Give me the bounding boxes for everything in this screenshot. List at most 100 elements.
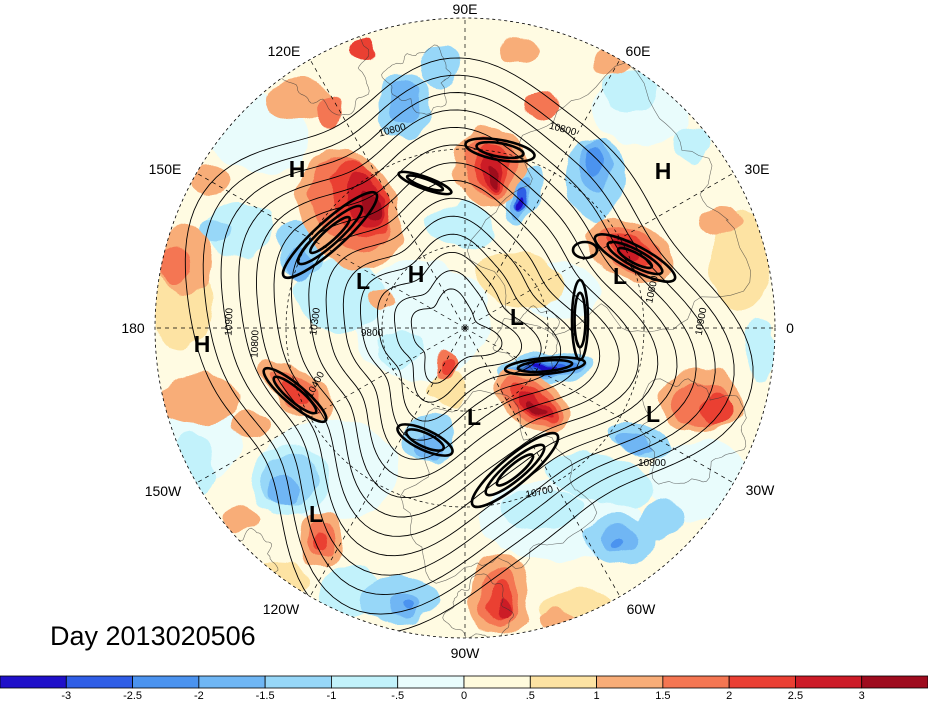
meridian-gridline bbox=[464, 59, 621, 329]
anomaly-region bbox=[528, 401, 546, 415]
pressure-center-labels: H H L H L L H L L L bbox=[194, 156, 672, 527]
anomaly-region bbox=[222, 504, 258, 536]
coastline bbox=[442, 573, 514, 638]
anomaly-region bbox=[495, 600, 509, 624]
colorbar-tick-label: 2 bbox=[726, 690, 732, 702]
longitude-label: 60W bbox=[627, 601, 657, 617]
longitude-label: 30E bbox=[745, 161, 770, 177]
height-contours bbox=[184, 57, 754, 635]
anomaly-region bbox=[403, 600, 417, 612]
wind-speed-contour bbox=[606, 240, 664, 276]
colorbar-swatch bbox=[861, 675, 928, 689]
anomaly-region bbox=[533, 365, 557, 371]
height-contour bbox=[325, 197, 601, 479]
meridian-gridline bbox=[196, 172, 466, 329]
anomaly-region bbox=[162, 245, 188, 285]
colorbar-swatch bbox=[0, 675, 67, 689]
anomaly-region bbox=[270, 475, 300, 505]
longitude-label: 120E bbox=[268, 43, 301, 59]
anomaly-region bbox=[500, 36, 540, 64]
wind-speed-contour bbox=[405, 174, 445, 192]
low-pressure-label: L bbox=[510, 304, 524, 330]
high-pressure-label: H bbox=[408, 261, 425, 287]
anomaly-region bbox=[375, 330, 425, 370]
high-pressure-label: H bbox=[194, 331, 211, 357]
anomaly-region bbox=[602, 526, 638, 554]
wind-speed-contour bbox=[571, 240, 599, 260]
longitude-label: 120W bbox=[263, 601, 300, 617]
colorbar-swatch bbox=[596, 675, 664, 689]
coastline bbox=[639, 378, 747, 485]
longitude-label: 150E bbox=[149, 161, 182, 177]
map-title: Day 2013020506 bbox=[50, 621, 256, 651]
height-contour bbox=[184, 57, 754, 635]
colorbar-tick-label: -2.5 bbox=[123, 690, 142, 702]
anomaly-region bbox=[250, 560, 310, 600]
wind-speed-contour bbox=[573, 291, 587, 349]
anomaly-region bbox=[545, 453, 655, 507]
anomaly-region bbox=[439, 357, 451, 373]
height-contour bbox=[377, 251, 542, 422]
colorbar-tick-label: 2.5 bbox=[788, 690, 803, 702]
anomaly-region bbox=[268, 78, 332, 122]
meridian-gridline bbox=[309, 327, 466, 597]
height-contour bbox=[238, 109, 697, 576]
anomaly-region bbox=[389, 78, 421, 122]
low-pressure-label: L bbox=[309, 501, 323, 527]
low-pressure-label: L bbox=[646, 401, 660, 427]
contour-value-label: 10300 bbox=[308, 307, 323, 337]
anomaly-region bbox=[617, 434, 653, 456]
anomaly-region bbox=[418, 43, 462, 87]
anomaly-field bbox=[155, 36, 775, 637]
meridian-gridline bbox=[196, 327, 466, 484]
colorbar-swatch bbox=[132, 675, 200, 689]
wind-speed-contour bbox=[296, 204, 364, 266]
anomaly-region bbox=[500, 492, 580, 528]
gridlines bbox=[155, 18, 775, 638]
colorbar-tick-label: 1.5 bbox=[655, 690, 670, 702]
colorbar-swatch bbox=[529, 675, 597, 689]
anomaly-region bbox=[587, 146, 603, 174]
anomaly-region bbox=[199, 218, 231, 242]
anomaly-region bbox=[158, 372, 242, 424]
wind-speed-contour bbox=[516, 358, 574, 374]
colorbar-tick-label: 0 bbox=[461, 690, 467, 702]
wind-speed-contour bbox=[593, 233, 677, 283]
height-contour bbox=[360, 233, 562, 441]
low-pressure-label: L bbox=[356, 268, 370, 294]
meridian-gridline bbox=[464, 327, 621, 597]
anomaly-region bbox=[190, 165, 230, 195]
anomaly-region bbox=[353, 40, 377, 60]
wind-speed-contour bbox=[397, 170, 453, 196]
coastline bbox=[381, 44, 452, 115]
colorbar-tick-label: .5 bbox=[526, 690, 535, 702]
longitude-label: 180 bbox=[121, 320, 145, 336]
wind-speed-contour bbox=[308, 215, 352, 255]
colorbar-tick-label: 1 bbox=[594, 690, 600, 702]
anomaly-region bbox=[475, 251, 565, 309]
colorbar-tick-label: 3 bbox=[859, 690, 865, 702]
low-pressure-label: L bbox=[467, 404, 481, 430]
height-contour bbox=[220, 92, 716, 596]
height-contour bbox=[394, 270, 523, 403]
wind-speed-contour bbox=[396, 423, 454, 457]
height-contour bbox=[273, 144, 659, 537]
wind-speed-contour bbox=[475, 140, 525, 160]
longitude-label: 90E bbox=[453, 1, 478, 17]
height-contour bbox=[342, 215, 581, 460]
contour-value-label: 10800 bbox=[250, 329, 262, 358]
wind-speed-contour bbox=[503, 356, 587, 376]
colorbar-swatch bbox=[331, 675, 399, 689]
colorbar: -3 -2.5 -2 -1.5 -1 -.5 0 .5 1 1.5 2 2.5 3 bbox=[0, 675, 928, 702]
contour-value-label: 10800 bbox=[638, 458, 666, 469]
wind-speed-contour bbox=[404, 428, 446, 452]
contour-value-label: 10900 bbox=[694, 306, 710, 336]
colorbar-swatch bbox=[662, 675, 730, 689]
anomaly-region bbox=[520, 90, 560, 120]
meridian-gridline bbox=[464, 172, 734, 329]
colorbar-tick-label: -.5 bbox=[391, 690, 404, 702]
colorbar-swatch bbox=[463, 675, 531, 689]
anomaly-region bbox=[488, 167, 498, 185]
wind-speed-contour bbox=[272, 375, 318, 415]
